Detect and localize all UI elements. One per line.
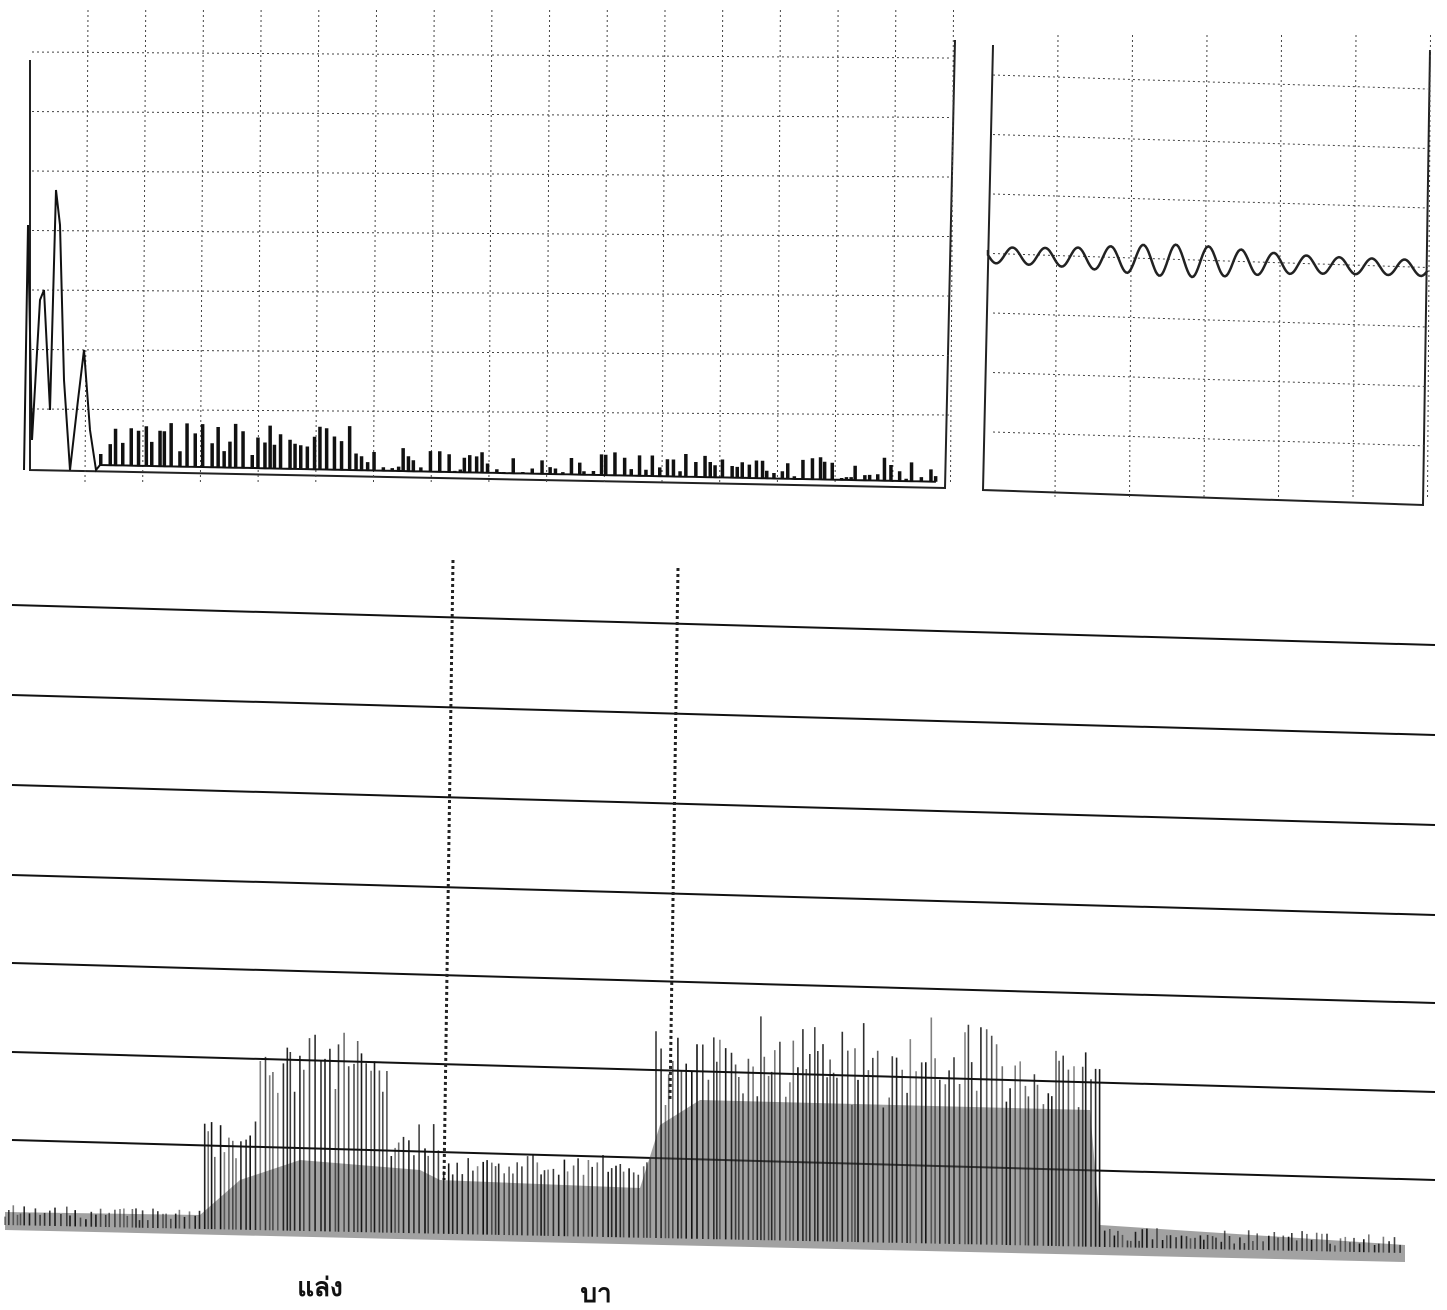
figure: แล่ง บา [0,0,1447,1310]
syllable-label: แล่ง [297,1273,342,1303]
syllable-label: บา [580,1279,611,1309]
